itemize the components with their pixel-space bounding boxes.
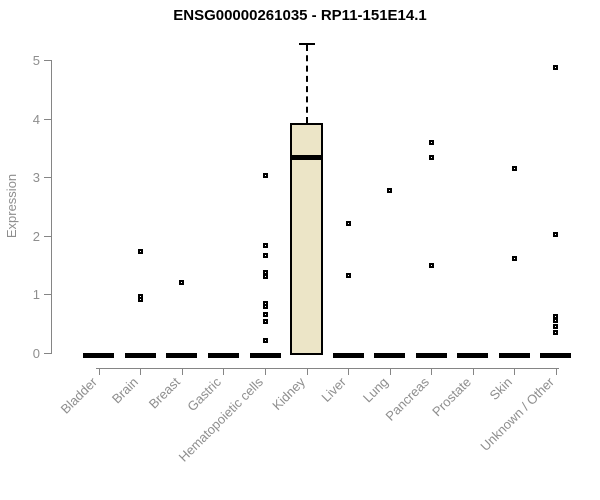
box	[290, 122, 324, 355]
outlier-point	[553, 314, 559, 320]
x-axis-tick	[265, 368, 267, 375]
x-axis-tick	[389, 368, 391, 375]
zero-median-bar	[332, 353, 364, 358]
outlier-point	[511, 255, 517, 261]
outlier-point	[553, 64, 559, 70]
whisker-line	[305, 45, 308, 123]
outlier-point	[553, 318, 559, 324]
x-axis-tick	[514, 368, 516, 375]
outlier-point	[428, 140, 434, 146]
outlier-point	[511, 165, 517, 171]
zero-median-bar	[207, 353, 239, 358]
y-tick-label: 5	[32, 53, 40, 68]
y-tick-label: 2	[32, 228, 40, 244]
x-axis-tick	[348, 368, 350, 375]
x-axis-tick	[472, 368, 474, 375]
outlier-point	[428, 155, 434, 161]
x-axis-tick	[306, 368, 308, 375]
y-axis-label: Expression	[4, 173, 19, 239]
outlier-point	[262, 270, 268, 276]
y-tick-label: 4	[32, 111, 40, 127]
y-axis-tick	[44, 118, 51, 120]
x-axis-tick	[181, 368, 183, 375]
y-axis-tick	[44, 235, 51, 237]
outlier-point	[179, 279, 185, 285]
outlier-point	[262, 337, 268, 343]
zero-median-bar	[540, 353, 572, 358]
zero-median-bar	[498, 353, 530, 358]
y-tick-label: 0	[32, 346, 40, 361]
chart-title: ENSG00000261035 - RP11-151E14.1	[173, 7, 427, 24]
x-axis-tick	[555, 368, 557, 375]
x-axis-line	[96, 368, 559, 369]
outlier-point	[345, 220, 351, 226]
y-tick-label: 1	[32, 287, 40, 303]
y-tick-label: 3	[32, 170, 40, 186]
outlier-point	[428, 263, 434, 269]
x-axis-tick	[223, 368, 225, 375]
outlier-point	[262, 304, 268, 310]
outlier-point	[137, 297, 143, 303]
outlier-point	[553, 324, 559, 330]
zero-median-bar	[457, 353, 489, 358]
outlier-point	[262, 253, 268, 259]
zero-median-bar	[374, 353, 406, 358]
y-axis-tick	[44, 294, 51, 296]
y-axis-line	[51, 60, 52, 354]
outlier-point	[262, 172, 268, 178]
outlier-point	[262, 319, 268, 325]
outlier-point	[262, 312, 268, 318]
zero-median-bar	[249, 353, 281, 358]
x-axis-tick	[431, 368, 433, 375]
whisker-cap	[298, 43, 315, 45]
median-line	[290, 154, 324, 160]
outlier-point	[137, 249, 143, 255]
zero-median-bar	[166, 353, 198, 358]
x-axis-tick	[140, 368, 142, 375]
y-axis-tick	[44, 60, 51, 61]
outlier-point	[345, 272, 351, 278]
outlier-point	[262, 243, 268, 249]
outlier-point	[262, 274, 268, 280]
outlier-point	[553, 329, 559, 335]
zero-median-bar	[124, 353, 156, 358]
outlier-point	[387, 188, 393, 194]
zero-median-bar	[83, 353, 115, 358]
outlier-point	[553, 232, 559, 238]
x-axis-tick	[98, 368, 100, 375]
y-axis-tick	[44, 353, 51, 354]
zero-median-bar	[415, 353, 447, 358]
y-axis-tick	[44, 177, 51, 179]
